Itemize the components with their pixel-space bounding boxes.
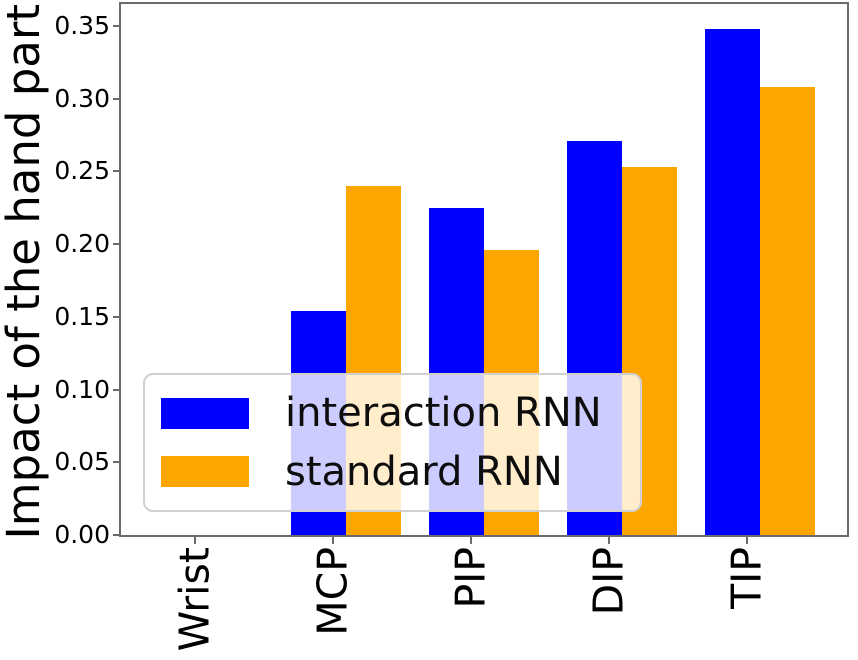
x-tick-mark [469,537,472,544]
bar-tip-standard-rnn [759,86,815,535]
legend-label-standard-rnn: standard RNN [285,448,563,495]
legend-entry-interaction-rnn: interaction RNN [161,393,640,433]
y-tick-label-0.25: 0.25 [54,156,110,186]
legend-swatch-standard-rnn [161,456,249,488]
x-tick-mark [745,537,748,544]
y-tick-label-0.35: 0.35 [54,10,110,40]
legend-entry-standard-rnn: standard RNN [161,452,640,492]
x-tick-label-tip: TIP [722,547,771,609]
y-tick-label-0.30: 0.30 [54,83,110,113]
legend: interaction RNN standard RNN [143,373,642,512]
y-tick-mark [113,97,119,100]
y-tick-mark [113,388,119,391]
x-tick-label-mcp: MCP [308,547,357,636]
y-tick-label-0.00: 0.00 [54,520,110,549]
plot-area: interaction RNN standard RNN [119,2,849,537]
x-tick-label-dip: DIP [584,547,633,616]
x-tick-label-wrist: Wrist [170,547,219,652]
y-tick-mark [113,461,119,464]
y-tick-label-0.20: 0.20 [54,229,110,259]
y-tick-mark [113,315,119,318]
y-tick-label-0.15: 0.15 [54,301,110,331]
x-tick-label-pip: PIP [446,547,495,609]
y-tick-mark [113,243,119,246]
y-tick-mark [113,24,119,27]
legend-swatch-interaction-rnn [161,397,249,429]
legend-label-interaction-rnn: interaction RNN [285,390,602,437]
x-tick-mark [331,537,334,544]
y-tick-mark [113,170,119,173]
y-tick-label-0.10: 0.10 [54,374,110,404]
y-tick-label-0.05: 0.05 [54,447,110,477]
bar-tip-interaction-rnn [704,28,760,535]
y-tick-mark [113,534,119,536]
x-tick-mark [607,537,610,544]
x-tick-mark [193,537,196,544]
